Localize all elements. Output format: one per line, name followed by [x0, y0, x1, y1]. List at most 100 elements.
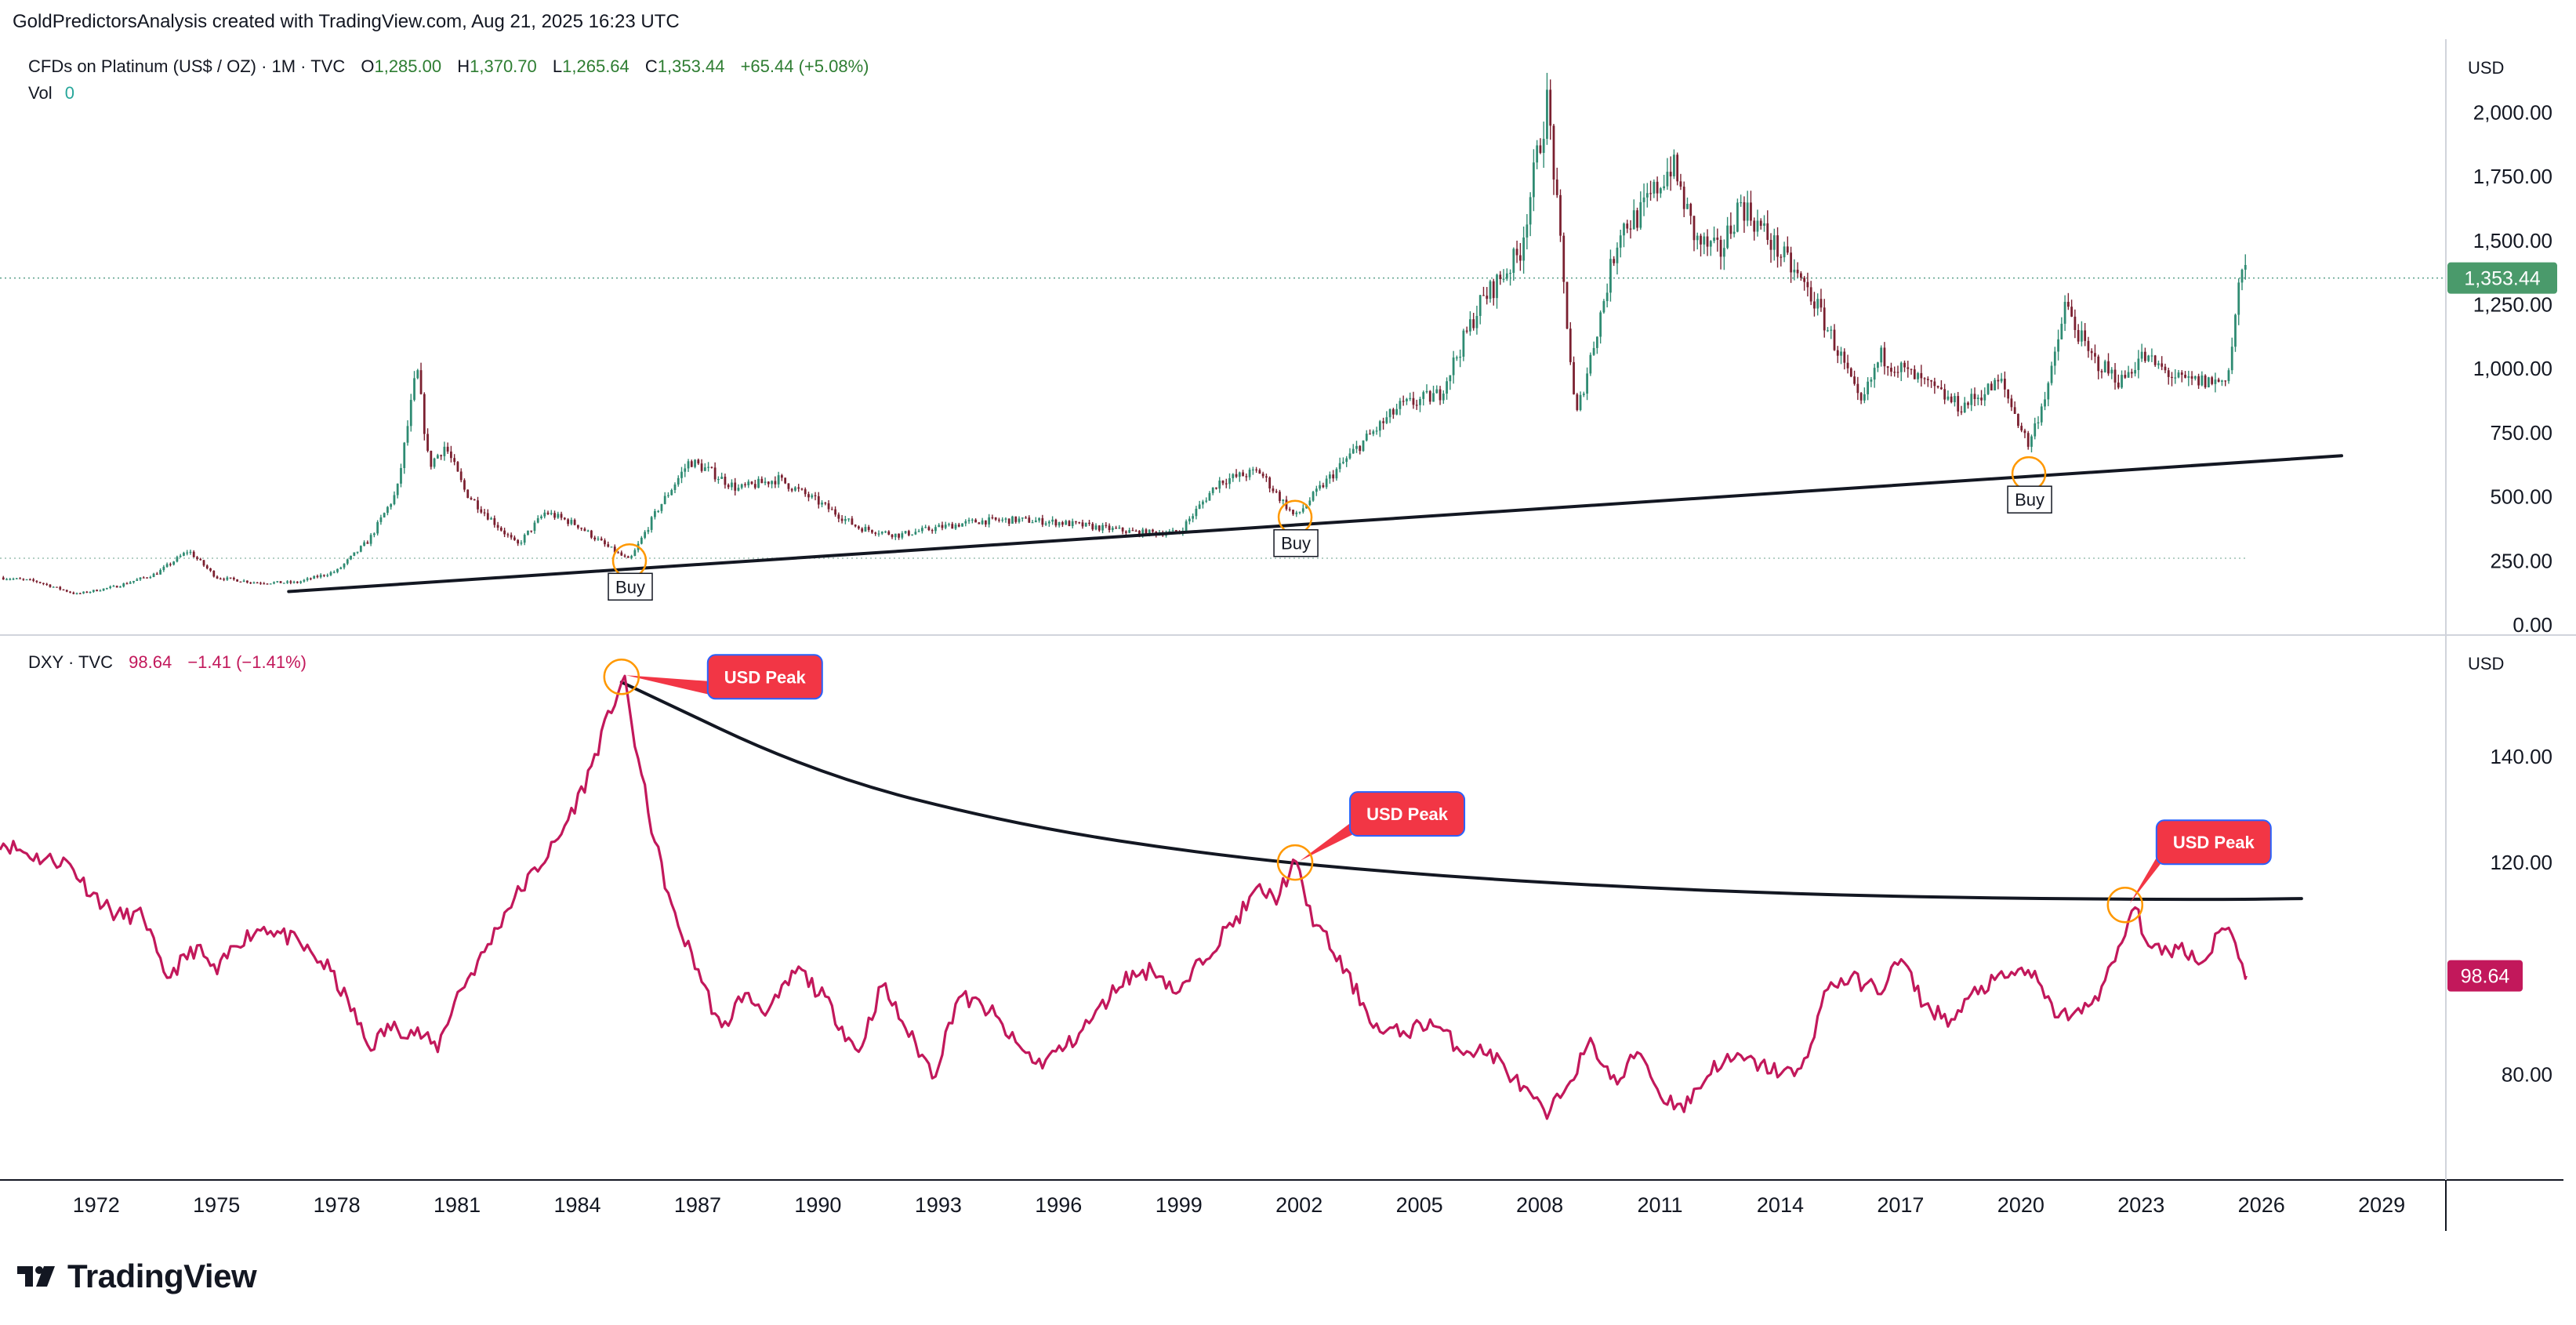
candle-body [350, 555, 352, 560]
candle-body [673, 484, 677, 490]
tradingview-logo[interactable]: TradingView [16, 1258, 257, 1295]
candle-body [510, 535, 513, 538]
buy-circle-1[interactable] [611, 543, 648, 579]
candle-body [139, 577, 142, 579]
candle-body [403, 442, 406, 468]
candle-body [951, 524, 954, 529]
candle-body [567, 519, 569, 525]
candle-body [1365, 434, 1368, 441]
volume-legend: Vol 0 [28, 83, 74, 103]
candle-body [1218, 480, 1221, 489]
platinum-symbol[interactable]: CFDs on Platinum (US$ / OZ) · 1M · TVC [28, 56, 345, 76]
usd-peak-callout-3[interactable]: USD Peak [2129, 819, 2272, 904]
candle-body [159, 570, 161, 575]
currency-label-bottom[interactable]: USD [2468, 654, 2504, 673]
low-value: 1,265.64 [562, 56, 629, 76]
candle-body [1863, 394, 1866, 401]
candle-body [129, 582, 132, 584]
candle-body [1028, 517, 1031, 523]
candle-body [1562, 235, 1566, 282]
dxy-series-line[interactable] [0, 674, 2248, 1120]
buy-circle-3[interactable] [2011, 456, 2047, 492]
platinum-candles[interactable] [2, 72, 2247, 595]
candle-body [1382, 421, 1384, 423]
candle-body [1736, 202, 1739, 232]
candle-body [914, 532, 917, 535]
y-tick-top: 750.00 [2490, 421, 2552, 445]
vol-label[interactable]: Vol [28, 83, 53, 103]
candle-body [1673, 154, 1675, 176]
buy-circle-2[interactable] [1277, 499, 1313, 535]
candle-body [1071, 521, 1074, 526]
candle-body [2053, 351, 2056, 366]
candle-body [1091, 524, 1094, 530]
candle-body [613, 546, 616, 553]
candle-body [934, 527, 937, 532]
candle-body [540, 516, 542, 518]
usd-peak-callout-1[interactable]: USD Peak [626, 654, 823, 700]
buy-label-3[interactable]: Buy [2007, 485, 2052, 514]
support-trendline[interactable] [287, 454, 2344, 594]
candle-body [753, 484, 756, 488]
callout-box [1349, 791, 1466, 837]
candle-body [369, 535, 372, 544]
candle-body [1338, 463, 1341, 470]
candle-body [1152, 529, 1154, 532]
usd-peak-trend-curve[interactable] [619, 681, 2303, 902]
candle-body [740, 484, 743, 488]
change-value: +65.44 (+5.08%) [741, 56, 869, 76]
candle-body [1827, 330, 1829, 332]
candle-body [2211, 377, 2214, 384]
candle-body [904, 531, 907, 534]
callout-box [706, 654, 823, 700]
candle-body [1877, 362, 1879, 368]
candle-body [2030, 436, 2033, 447]
candle-body [1936, 386, 1939, 388]
usd-peak-callout-2[interactable]: USD Peak [1300, 791, 1466, 862]
candle-body [737, 488, 740, 491]
currency-label-top[interactable]: USD [2468, 58, 2504, 78]
candle-body [319, 575, 322, 578]
candle-body [1763, 223, 1765, 226]
candle-body [1499, 274, 1502, 279]
candle-body [821, 503, 823, 505]
candle-body [988, 517, 991, 525]
candle-body [563, 517, 566, 520]
candle-body [2034, 423, 2037, 437]
candle-body [670, 489, 673, 496]
candle-body [891, 534, 894, 538]
buy-label-1[interactable]: Buy [608, 572, 653, 601]
candle-body [2044, 399, 2046, 407]
candle-body [1753, 220, 1756, 232]
candle-body [1301, 508, 1304, 512]
candle-body [1088, 522, 1090, 525]
candle-body [1038, 517, 1040, 521]
candle-body [1054, 519, 1058, 526]
candle-body [1238, 472, 1241, 477]
buy-label-2[interactable]: Buy [1273, 528, 1319, 557]
candle-body [450, 451, 452, 459]
dxy-symbol[interactable]: DXY · TVC [28, 652, 113, 672]
candle-body [757, 478, 760, 488]
candle-body [847, 518, 851, 520]
candle-body [1315, 488, 1318, 492]
y-tick-top: 0.00 [2513, 613, 2552, 637]
candle-body [1459, 356, 1462, 358]
callout-box [2155, 819, 2272, 866]
candle-body [1542, 139, 1545, 154]
candle-body [517, 539, 520, 544]
candle-body [917, 531, 920, 532]
candle-body [436, 455, 439, 459]
candle-body [183, 553, 185, 556]
candle-body [2167, 370, 2170, 377]
candle-body [372, 533, 376, 535]
candle-body [109, 586, 112, 588]
candle-body [2110, 369, 2113, 374]
candle-body [1279, 492, 1281, 501]
candle-body [229, 577, 232, 579]
candle-body [246, 580, 249, 583]
candle-body [2144, 351, 2146, 361]
candle-body [767, 481, 770, 485]
candle-body [416, 370, 419, 379]
